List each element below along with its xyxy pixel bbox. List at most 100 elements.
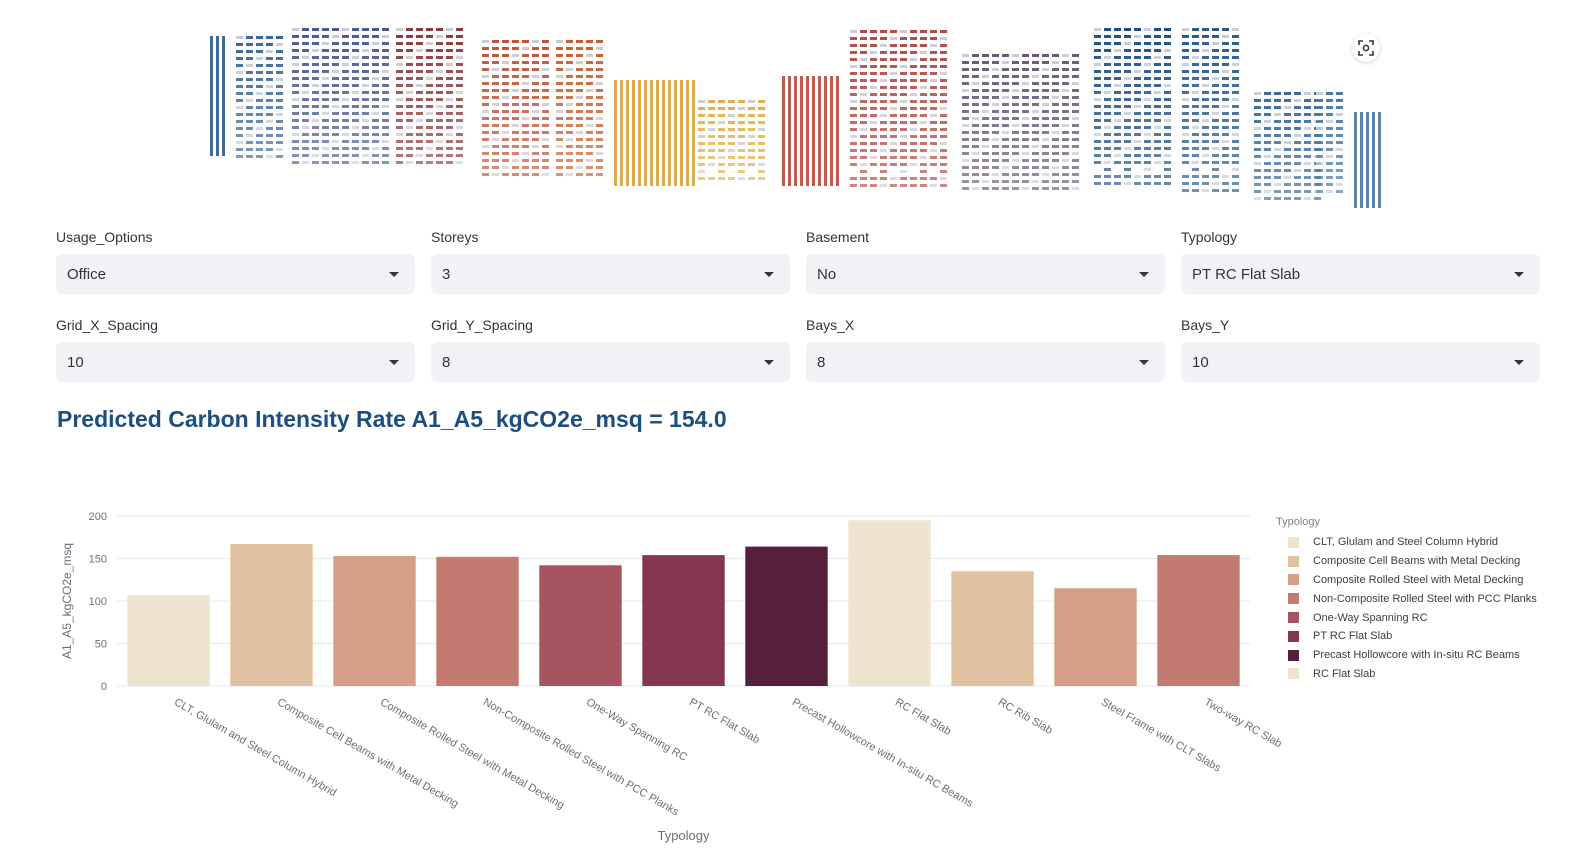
y-tick-label: 200 [89,511,107,523]
y-tick-label: 150 [89,554,107,566]
grid-x-spacing-field: Grid_X_Spacing 10 [56,314,415,382]
bar[interactable] [230,544,313,686]
usage-options-field: Usage_Options Office [56,226,415,294]
legend-item[interactable]: Non-Composite Rolled Steel with PCC Plan… [1276,589,1576,608]
grid-y-spacing-select[interactable]: 8 [431,342,790,382]
legend-label: Composite Rolled Steel with Metal Deckin… [1313,573,1524,586]
bar[interactable] [951,571,1034,686]
y-tick-label: 50 [95,639,107,651]
legend-label: PT RC Flat Slab [1313,630,1393,643]
legend-swatch [1288,593,1299,605]
bar[interactable] [1157,555,1240,686]
x-tick-label: Precast Hollowcore with In-situ RC Beams [790,696,975,810]
bar-chart: 0 50 100 150 200 CLT, Glulam and Steel Column… [60,511,1284,843]
typology-value: PT RC Flat Slab [1192,265,1301,283]
bar[interactable] [745,546,828,686]
bar[interactable] [436,556,519,686]
x-tick-label: Composite Cell Beams with Metal Decking [275,696,460,810]
prediction-result-heading: Predicted Carbon Intensity Rate A1_A5_kg… [57,406,727,432]
x-tick-label: RC Rib Slab [996,696,1054,737]
legend-swatch [1288,668,1299,680]
legend-swatch [1288,536,1299,548]
legend-swatch [1288,555,1299,567]
x-tick-label: RC Flat Slab [893,696,953,738]
legend-item[interactable]: CLT, Glulam and Steel Column Hybrid [1276,533,1576,552]
legend-item[interactable]: PT RC Flat Slab [1276,627,1576,646]
y-tick-label: 100 [89,596,107,608]
typology-field: Typology PT RC Flat Slab [1181,226,1540,294]
bays-y-field: Bays_Y 10 [1181,314,1540,382]
legend-swatch [1288,574,1299,586]
bar[interactable] [848,520,931,686]
legend-title: Typology [1276,516,1321,528]
legend-item[interactable]: Composite Rolled Steel with Metal Deckin… [1276,571,1576,590]
skyline-banner-image [210,28,1381,208]
legend-swatch [1288,612,1299,624]
storeys-value: 3 [442,265,451,283]
bays-y-label: Bays_Y [1181,317,1230,333]
chevron-down-icon [389,359,399,365]
x-axis-title: Typology [657,828,710,843]
basement-field: Basement No [806,226,1165,294]
typology-label: Typology [1181,229,1238,245]
storeys-select[interactable]: 3 [431,254,790,294]
chevron-down-icon [1139,359,1149,365]
chevron-down-icon [764,359,774,365]
storeys-field: Storeys 3 [431,226,790,294]
basement-value: No [817,265,837,283]
bays-x-label: Bays_X [806,317,855,333]
legend-item[interactable]: Precast Hollowcore with In-situ RC Beams [1276,646,1576,665]
bar[interactable] [1054,588,1137,686]
legend-label: One-Way Spanning RC [1313,611,1428,624]
x-tick-label: PT RC Flat Slab [687,696,762,746]
grid-x-spacing-select[interactable]: 10 [56,342,415,382]
bar[interactable] [333,555,416,686]
legend-label: Composite Cell Beams with Metal Decking [1313,555,1521,568]
legend-label: Non-Composite Rolled Steel with PCC Plan… [1313,592,1537,605]
basement-select[interactable]: No [806,254,1165,294]
bays-y-value: 10 [1192,353,1209,371]
typology-select[interactable]: PT RC Flat Slab [1181,254,1540,294]
y-axis-title: A1_A5_kgCO2e_msq [60,543,74,659]
x-tick-label: One-Way Spanning RC [584,696,689,764]
fullscreen-icon [1358,40,1374,56]
chart-legend: Typology CLT, Glulam and Steel Column Hy… [1276,516,1576,683]
bays-x-select[interactable]: 8 [806,342,1165,382]
usage-options-value: Office [67,265,106,283]
fullscreen-button[interactable] [1352,34,1380,62]
legend-label: RC Flat Slab [1313,667,1376,680]
bar[interactable] [642,555,725,686]
chevron-down-icon [1514,359,1524,365]
bays-y-select[interactable]: 10 [1181,342,1540,382]
basement-label: Basement [806,229,870,245]
bays-x-field: Bays_X 8 [806,314,1165,382]
grid-y-spacing-label: Grid_Y_Spacing [431,317,533,333]
legend-swatch [1288,649,1299,661]
usage-options-label: Usage_Options [56,229,153,245]
grid-y-spacing-value: 8 [442,353,451,371]
x-tick-label: Non-Composite Rolled Steel with PCC Plan… [481,696,681,819]
bar[interactable] [127,595,210,686]
skyline-buildings [210,28,1381,208]
x-tick-label: Composite Rolled Steel with Metal Deckin… [378,696,566,812]
chevron-down-icon [764,271,774,277]
grid-x-spacing-value: 10 [67,353,84,371]
legend-swatch [1288,630,1299,642]
legend-label: CLT, Glulam and Steel Column Hybrid [1313,536,1499,549]
storeys-label: Storeys [431,229,479,245]
legend-item[interactable]: One-Way Spanning RC [1276,608,1576,627]
x-tick-label: Two-way RC Slab [1202,696,1284,750]
grid-x-spacing-label: Grid_X_Spacing [56,317,158,333]
legend-label: Precast Hollowcore with In-situ RC Beams [1313,649,1520,662]
usage-options-select[interactable]: Office [56,254,415,294]
bar[interactable] [539,565,622,686]
chevron-down-icon [1139,271,1149,277]
bays-x-value: 8 [817,353,826,371]
legend-item[interactable]: RC Flat Slab [1276,665,1576,684]
chevron-down-icon [1514,271,1524,277]
y-tick-label: 0 [101,681,107,693]
legend-item[interactable]: Composite Cell Beams with Metal Decking [1276,552,1576,571]
chevron-down-icon [389,271,399,277]
grid-y-spacing-field: Grid_Y_Spacing 8 [431,314,790,382]
x-tick-label: CLT, Glulam and Steel Column Hybrid [172,696,338,799]
